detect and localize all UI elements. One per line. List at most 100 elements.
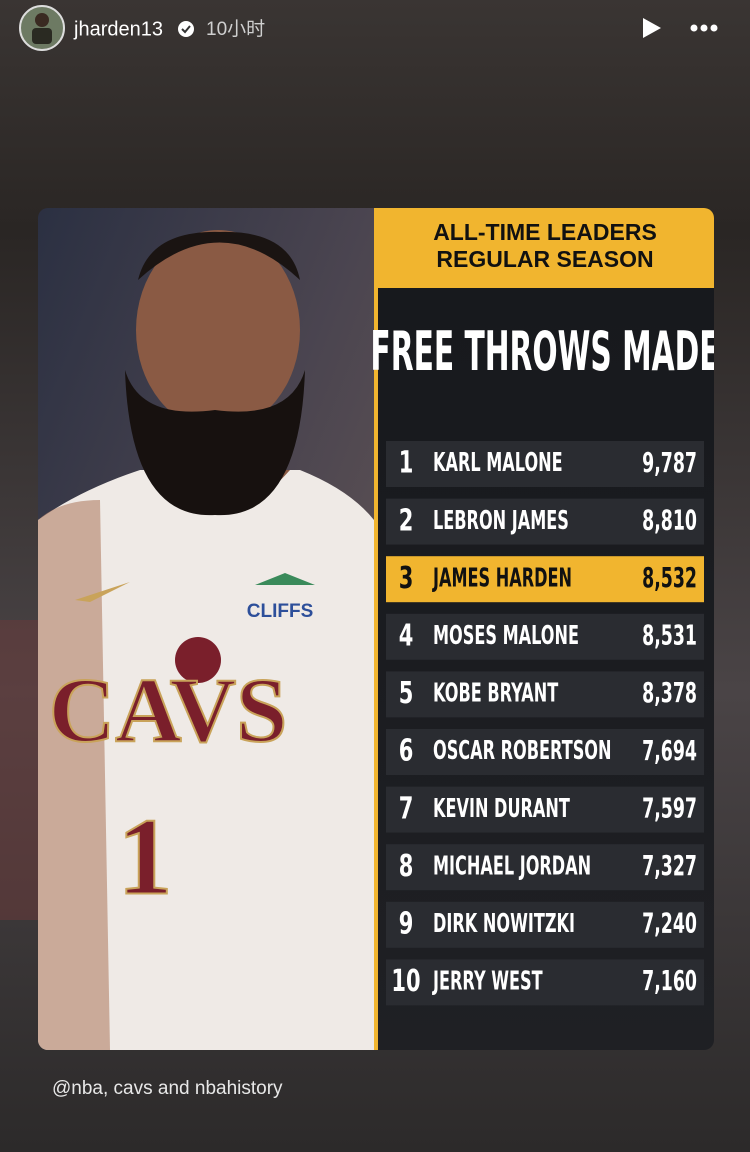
row-background <box>386 901 704 948</box>
avatar-figure <box>35 13 49 27</box>
row-background <box>386 729 704 775</box>
name-wrap: JAMES HARDEN <box>432 564 572 594</box>
card: CLIFFS CAVS 1 ALL-TIME LEADERS REGULAR S… <box>38 208 719 1050</box>
jersey-number: 1 <box>118 795 173 917</box>
verified-badge <box>178 21 194 37</box>
row-value: 7,160 <box>642 965 697 997</box>
row-rank: 6 <box>399 734 414 769</box>
rank-wrap: 4 <box>399 619 414 654</box>
name-wrap: KOBE BRYANT <box>433 679 558 709</box>
rank-wrap: 2 <box>399 504 414 539</box>
row-name: JAMES HARDEN <box>432 564 572 594</box>
value-wrap: 7,327 <box>642 850 697 882</box>
name-wrap: KARL MALONE <box>433 448 563 478</box>
row-name: JERRY WEST <box>432 967 543 997</box>
row-rank: 5 <box>399 676 414 711</box>
arm <box>38 500 110 1050</box>
name-wrap: DIRK NOWITZKI <box>433 909 575 939</box>
row-rank: 8 <box>399 849 414 884</box>
jersey <box>38 470 374 1050</box>
head <box>136 230 300 430</box>
more-button[interactable] <box>690 24 718 32</box>
row-value: 8,532 <box>642 562 697 594</box>
rank-wrap: 9 <box>399 907 414 942</box>
row-value: 8,531 <box>642 619 697 651</box>
stat-title-wrap: FREE THROWS MADE <box>370 322 719 384</box>
row-rank: 10 <box>391 964 420 999</box>
post-time: 10小时 <box>206 18 265 40</box>
row-background <box>386 613 704 660</box>
background-blur <box>0 620 40 920</box>
rank-wrap: 1 <box>399 446 414 481</box>
title-banner <box>374 208 714 288</box>
row-name: KOBE BRYANT <box>433 679 558 709</box>
row-rank: 3 <box>399 561 414 596</box>
rank-wrap: 7 <box>399 792 414 827</box>
row-name: MOSES MALONE <box>433 621 579 651</box>
value-wrap: 8,531 <box>642 619 697 651</box>
basketball-logo <box>175 637 221 683</box>
row-name: KARL MALONE <box>433 448 563 478</box>
row-background <box>386 786 704 833</box>
row-name: KEVIN DURANT <box>433 794 570 824</box>
row-background <box>386 844 704 891</box>
name-wrap: MOSES MALONE <box>433 621 579 651</box>
name-wrap: MICHAEL JORDAN <box>433 852 591 882</box>
row-value: 7,240 <box>642 907 697 939</box>
row-value: 9,787 <box>642 447 697 479</box>
value-wrap: 7,240 <box>642 907 697 939</box>
row-value: 7,597 <box>642 792 697 824</box>
row-background <box>386 441 704 487</box>
row-background <box>386 671 704 718</box>
row-rank: 9 <box>399 907 414 942</box>
value-wrap: 8,378 <box>642 677 697 709</box>
row-background <box>386 556 704 603</box>
rank-wrap: 5 <box>399 676 414 711</box>
rank-wrap: 6 <box>399 734 414 769</box>
name-wrap: LEBRON JAMES <box>433 506 569 536</box>
jersey-team: CAVS <box>49 659 288 761</box>
jersey-sponsor: CLIFFS <box>247 601 314 622</box>
verified-check <box>181 25 191 34</box>
row-rank: 1 <box>399 446 414 481</box>
title-line: REGULAR SEASON <box>436 246 653 272</box>
play-button[interactable] <box>643 18 661 38</box>
row-value: 8,810 <box>642 504 697 536</box>
avatar-figure <box>32 28 52 44</box>
row-name: DIRK NOWITZKI <box>433 909 575 939</box>
row-name: MICHAEL JORDAN <box>433 852 591 882</box>
hair <box>138 231 300 280</box>
row-rank: 7 <box>399 792 414 827</box>
rank-wrap: 8 <box>399 849 414 884</box>
beard <box>125 370 305 516</box>
panel-edge <box>374 208 378 1050</box>
player-photo: CLIFFS CAVS 1 <box>38 230 374 1050</box>
name-wrap: JERRY WEST <box>432 967 543 997</box>
value-wrap: 8,532 <box>642 562 697 594</box>
dot <box>700 24 708 32</box>
row-value: 7,694 <box>642 735 697 767</box>
dot <box>710 24 718 32</box>
caption[interactable]: @nba, cavs and nbahistory <box>52 1078 283 1099</box>
rank-wrap: 10 <box>391 964 420 999</box>
stat-title: FREE THROWS MADE <box>370 322 719 384</box>
value-wrap: 9,787 <box>642 447 697 479</box>
value-wrap: 7,597 <box>642 792 697 824</box>
value-wrap: 7,160 <box>642 965 697 997</box>
row-value: 7,327 <box>642 850 697 882</box>
value-wrap: 8,810 <box>642 504 697 536</box>
name-wrap: KEVIN DURANT <box>433 794 570 824</box>
rank-wrap: 3 <box>399 561 414 596</box>
name-wrap: OSCAR ROBERTSON <box>433 736 611 766</box>
row-name: LEBRON JAMES <box>433 506 569 536</box>
row-name: OSCAR ROBERTSON <box>433 736 611 766</box>
sponsor-logo <box>255 573 315 585</box>
value-wrap: 7,694 <box>642 735 697 767</box>
username[interactable]: jharden13 <box>73 18 163 40</box>
logo-swoosh <box>75 582 130 602</box>
title-line: ALL-TIME LEADERS <box>433 219 657 245</box>
row-value: 8,378 <box>642 677 697 709</box>
row-rank: 2 <box>399 504 414 539</box>
